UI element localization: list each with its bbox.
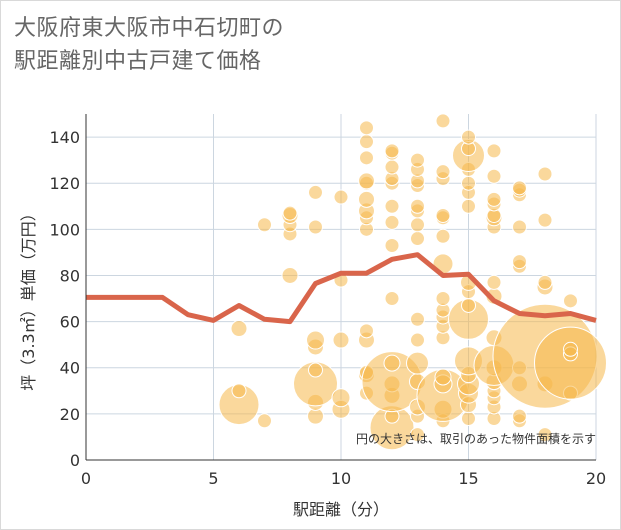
bubble-point — [406, 351, 429, 375]
bubble-point — [461, 297, 476, 313]
bubble-point — [257, 217, 272, 233]
bubble-point — [537, 427, 553, 443]
bubble-point — [308, 362, 323, 378]
bubble-point — [293, 361, 338, 407]
x-tick-label: 15 — [458, 469, 478, 488]
x-tick-label: 10 — [331, 469, 351, 488]
bubble-point — [486, 191, 502, 207]
bubble-point — [384, 159, 400, 175]
title-line-2: 駅距離別中古戸建て価格 — [14, 49, 262, 74]
bubble-point — [384, 143, 400, 159]
axes: 0 20 40 60 80 100 120 140 0 5 10 15 20 — [49, 114, 606, 488]
y-tick-label: 140 — [49, 128, 80, 147]
bubble-point — [461, 175, 476, 191]
bubble-point — [461, 198, 476, 214]
bubble-point — [537, 274, 553, 290]
bubble-point — [486, 143, 502, 159]
bubble-point — [384, 198, 400, 214]
average-price-line — [86, 252, 597, 325]
bubble-point — [331, 388, 351, 408]
bubble-point — [537, 166, 553, 182]
bubble-point — [282, 205, 298, 221]
x-tick-label: 5 — [208, 469, 218, 488]
bubble-point — [410, 427, 425, 443]
y-axis-label: 坪（3.3㎡）単価（万円） — [19, 205, 38, 390]
bubble-point — [486, 274, 502, 290]
bubble-point — [410, 311, 425, 327]
bubble-point — [435, 207, 451, 223]
bubble-point — [281, 266, 299, 284]
y-tick-label: 60 — [60, 313, 80, 332]
x-tick-label: 20 — [586, 469, 606, 488]
bubble-point — [563, 293, 578, 309]
bubble-point — [358, 172, 375, 190]
bubble-point — [435, 228, 451, 244]
bubble-point — [534, 326, 607, 400]
bubble-point — [257, 413, 272, 429]
bubble-point — [306, 330, 325, 350]
bubble-point — [384, 214, 400, 230]
y-tick-label: 40 — [60, 359, 80, 378]
bubble-point — [308, 219, 323, 235]
bubble-point — [435, 113, 451, 129]
bubble-point — [435, 291, 451, 307]
y-tick-label: 100 — [49, 220, 80, 239]
bubble-point — [359, 150, 374, 166]
bubble-point — [359, 120, 374, 136]
bubble-point — [410, 198, 425, 214]
bubble-point — [410, 231, 425, 247]
bubble-size-note: 円の大きさは、取引のあった物件面積を示す — [356, 431, 596, 446]
bubble-point — [537, 212, 553, 228]
bubble-point — [332, 331, 350, 349]
bubble-point — [434, 368, 452, 386]
bubble-point — [410, 332, 425, 348]
bubble-point — [308, 184, 323, 200]
bubble-point — [435, 164, 451, 180]
bubble-point — [333, 189, 349, 205]
chart-title: 大阪府東大阪市中石切町の 駅距離別中古戸建て価格 — [14, 12, 284, 78]
bubble-point — [230, 320, 248, 338]
bubble-point — [486, 168, 502, 184]
y-tick-label: 80 — [60, 266, 80, 285]
bubble-layer — [218, 113, 607, 451]
bubble-point — [359, 323, 374, 339]
bubble-point — [410, 152, 425, 168]
bubble-point — [231, 383, 247, 399]
y-tick-label: 0 — [70, 451, 80, 470]
x-tick-label: 0 — [81, 469, 91, 488]
bubble-point — [563, 341, 578, 357]
bubble-point — [383, 354, 401, 372]
x-axis-label: 駅距離（分） — [293, 500, 389, 519]
bubble-point — [512, 408, 527, 424]
bubble-point — [512, 180, 527, 196]
bubble-point — [461, 410, 476, 426]
bubble-point — [512, 254, 527, 270]
bubble-point — [461, 129, 476, 145]
bubble-point — [384, 291, 400, 307]
y-tick-label: 20 — [60, 405, 80, 424]
y-tick-label: 120 — [49, 174, 80, 193]
bubble-point — [512, 219, 527, 235]
bubble-point — [358, 190, 375, 208]
bubble-point — [384, 237, 400, 253]
bubble-point — [359, 134, 374, 150]
title-line-1: 大阪府東大阪市中石切町の — [14, 16, 285, 41]
bubble-point — [410, 217, 425, 233]
